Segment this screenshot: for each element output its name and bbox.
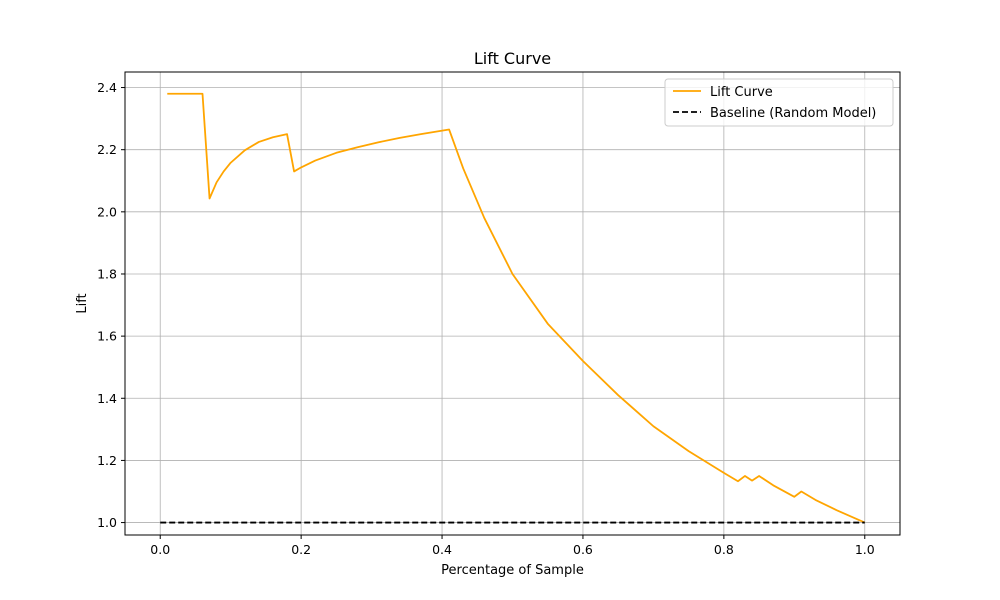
x-tick-label: 0.2: [291, 542, 311, 557]
series-layer: [160, 92, 866, 524]
y-tick-label: 1.0: [97, 515, 117, 530]
legend-box: [664, 78, 894, 127]
chart-title: Lift Curve: [474, 49, 551, 68]
lift-curve-line: [167, 92, 866, 524]
y-tick-label: 1.2: [97, 453, 117, 468]
y-tick-label: 2.0: [97, 204, 117, 219]
y-tick-label: 1.6: [97, 329, 117, 344]
y-tick-label: 2.2: [97, 142, 117, 157]
y-tick-label: 1.4: [97, 391, 117, 406]
x-tick-label: 1.0: [855, 542, 875, 557]
y-axis-label: Lift: [75, 293, 90, 313]
legend-label-lift-curve: Lift Curve: [710, 85, 773, 100]
x-tick-label: 0.6: [573, 542, 593, 557]
y-tick-label: 2.4: [97, 80, 117, 95]
x-tick-label: 0.4: [432, 542, 452, 557]
x-tick-label: 0.8: [714, 542, 734, 557]
y-tick-label: 1.8: [97, 266, 117, 281]
tick-layer: 0.0 0.2 0.4 0.6 0.8 1.0 1.0 1.2 1.4 1.6 1.8 2.0 2.2 2…: [97, 80, 875, 557]
x-axis-label: Percentage of Sample: [441, 563, 584, 578]
plot-frame: [124, 71, 901, 536]
x-tick-label: 0.0: [150, 542, 170, 557]
legend: Lift Curve Baseline (Random Model): [664, 78, 894, 127]
legend-label-baseline: Baseline (Random Model): [710, 106, 876, 121]
